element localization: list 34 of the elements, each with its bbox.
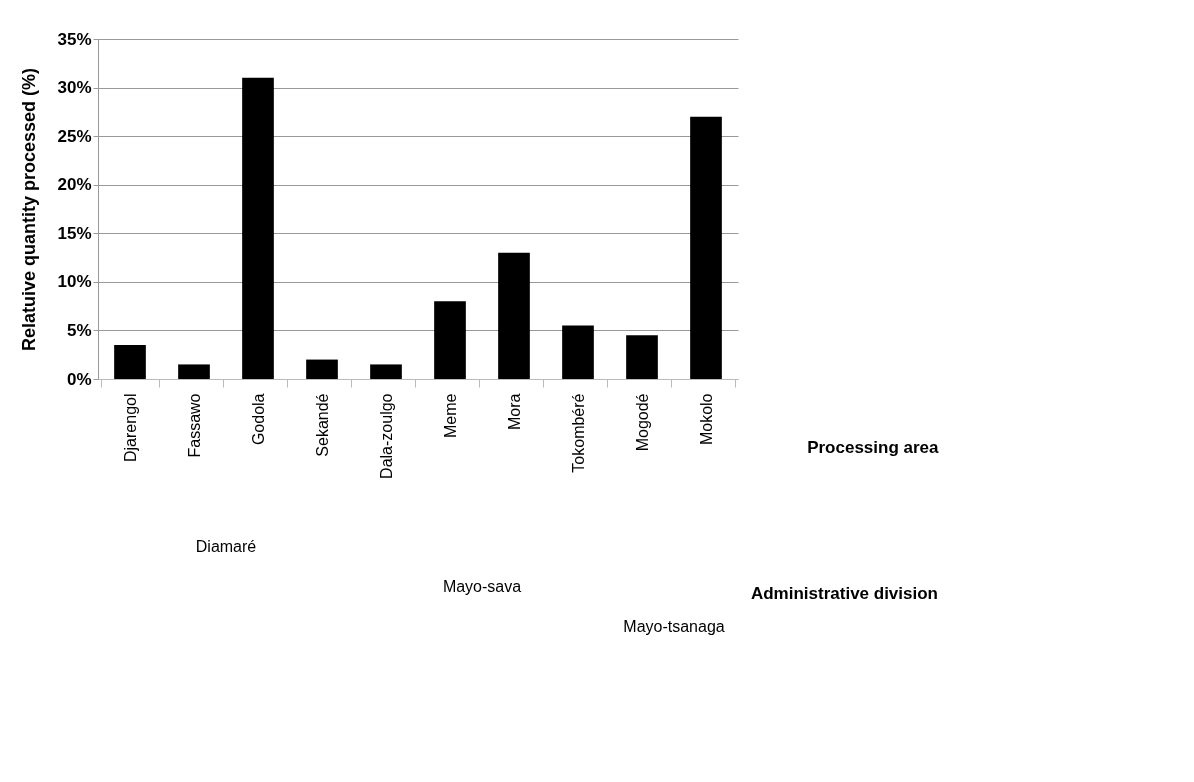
bar — [178, 364, 210, 379]
bar — [562, 325, 594, 379]
y-tick-label: 5% — [66, 320, 92, 340]
x-tick-label: Godola — [249, 393, 267, 446]
bar — [306, 359, 338, 379]
bar — [434, 301, 466, 379]
text: Mayo-sava — [442, 578, 522, 595]
bar — [114, 345, 146, 379]
x-tick-label: Fassawo — [185, 393, 203, 458]
x-tick-label: Mogodé — [633, 393, 651, 452]
bar — [626, 335, 658, 379]
text: Administrative division — [750, 584, 938, 603]
x-tick-label: Mora — [505, 393, 523, 430]
bar — [370, 364, 402, 379]
y-tick-label: 15% — [57, 223, 92, 243]
y-tick-label: 10% — [57, 272, 92, 292]
y-tick-label: 25% — [57, 126, 92, 146]
y-axis-title: Relatuive quantity processed (%) — [19, 67, 40, 352]
x-tick-label: Mokolo — [697, 393, 715, 446]
y-tick-label: 20% — [57, 175, 92, 195]
x-tick-label: Tokombéré — [569, 393, 587, 473]
bar — [242, 77, 274, 379]
y-tick-label: 30% — [57, 78, 92, 98]
x-tick-label: Meme — [441, 393, 459, 438]
bar — [498, 252, 530, 379]
text: Mayo-tsanaga — [623, 618, 725, 635]
text: Diamaré — [195, 538, 257, 555]
x-tick-label: Sekandé — [313, 393, 331, 457]
y-tick-label: 35% — [57, 29, 92, 49]
y-tick-label: 0% — [66, 369, 92, 389]
x-tick-label: Dala-zoulgo — [377, 393, 395, 479]
bar — [690, 116, 722, 379]
x-axis-title: Processing area — [807, 437, 940, 457]
x-tick-label: Djarengol — [121, 393, 139, 462]
